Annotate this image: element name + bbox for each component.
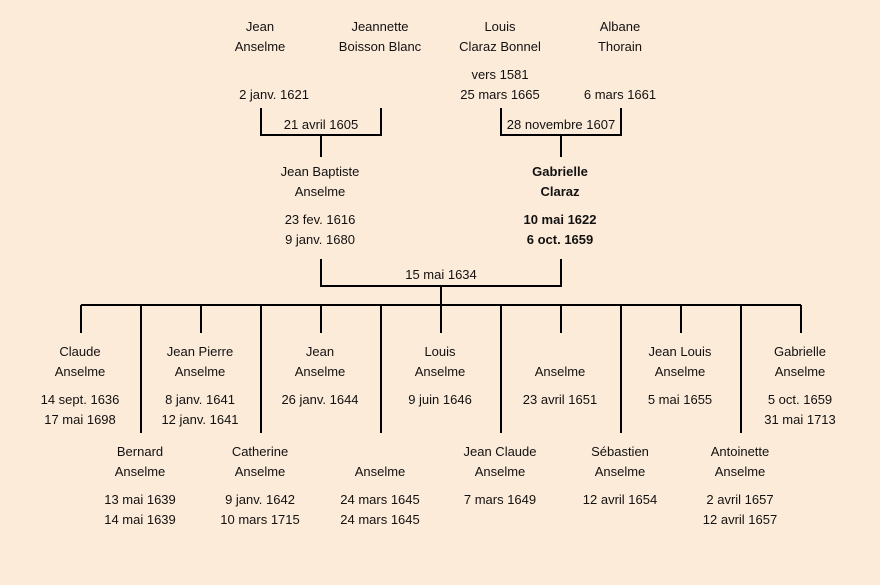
person-birth-date: 2 avril 1657 bbox=[706, 492, 774, 507]
person-first-name: Gabrielle bbox=[773, 344, 827, 359]
grandparent-birth-date: vers 1581 bbox=[471, 67, 529, 82]
grandparent-death-date: 25 mars 1665 bbox=[460, 87, 540, 102]
person-birth-date: 23 fev. 1616 bbox=[284, 212, 356, 227]
person-card[interactable]: Jean Claude Anselme 7 mars 1649 bbox=[435, 442, 565, 530]
person-first-name: Jean Baptiste bbox=[280, 164, 360, 179]
person-first-name: Jean bbox=[305, 344, 335, 359]
grandparent-death-date: 2 janv. 1621 bbox=[239, 87, 309, 102]
person-death-date: 12 avril 1657 bbox=[702, 512, 778, 527]
person-first-name: Jean Louis bbox=[648, 344, 712, 359]
grandparent-first-name: Albane bbox=[599, 19, 641, 34]
grandparent-first-name: Jeannette bbox=[351, 19, 409, 34]
person-birth-date: 8 janv. 1641 bbox=[165, 392, 235, 407]
person-birth-date: 10 mai 1622 bbox=[523, 212, 597, 227]
maternal-couple-bracket bbox=[500, 108, 622, 157]
person-card[interactable]: Louis Anselme 9 juin 1646 bbox=[375, 342, 505, 430]
person-last-name: Anselme bbox=[654, 364, 706, 379]
person-card[interactable]: Jean Anselme 26 janv. 1644 bbox=[255, 342, 385, 430]
person-birth-date: 9 janv. 1642 bbox=[225, 492, 295, 507]
person-first-name: Claude bbox=[59, 344, 101, 359]
person-first-name: Gabrielle bbox=[532, 164, 588, 179]
person-last-name: Anselme bbox=[774, 364, 826, 379]
person-birth-date: 14 sept. 1636 bbox=[40, 392, 120, 407]
person-last-name: Anselme bbox=[414, 364, 466, 379]
grandparent-first-name: Louis bbox=[484, 19, 516, 34]
person-first-name: Jean Pierre bbox=[166, 344, 234, 359]
grandparent-last-name: Boisson Blanc bbox=[338, 39, 422, 54]
person-death-date bbox=[495, 410, 625, 430]
person-first-name bbox=[495, 342, 625, 362]
paternal-couple-bracket bbox=[260, 108, 382, 157]
person-death-date: 31 mai 1713 bbox=[764, 412, 836, 427]
parents-couple-bracket bbox=[320, 259, 562, 305]
marriage-date-paternal: 21 avril 1605 bbox=[283, 117, 359, 132]
person-last-name: Anselme bbox=[594, 464, 646, 479]
person-death-date: 14 mai 1639 bbox=[104, 512, 176, 527]
person-card[interactable]: Antoinette Anselme 2 avril 1657 12 avril 16… bbox=[675, 442, 805, 530]
person-first-name: Catherine bbox=[231, 444, 289, 459]
person-last-name: Anselme bbox=[294, 184, 346, 199]
person-death-date bbox=[255, 410, 385, 430]
person-first-name bbox=[315, 442, 445, 462]
person-card[interactable]: Catherine Anselme 9 janv. 1642 10 mars 1715 bbox=[195, 442, 325, 530]
person-birth-date: 5 oct. 1659 bbox=[767, 392, 833, 407]
person-card[interactable]: Jean Louis Anselme 5 mai 1655 bbox=[615, 342, 745, 430]
person-card[interactable]: Anselme 23 avril 1651 bbox=[495, 342, 625, 430]
person-birth-date: 5 mai 1655 bbox=[647, 392, 713, 407]
person-card[interactable]: Anselme 24 mars 1645 24 mars 1645 bbox=[315, 442, 445, 530]
grandparent-last-name: Claraz Bonnel bbox=[459, 39, 541, 54]
person-last-name: Anselme bbox=[354, 464, 406, 479]
person-death-date: 24 mars 1645 bbox=[340, 512, 420, 527]
person-death-date bbox=[555, 510, 685, 530]
person-birth-date: 13 mai 1639 bbox=[104, 492, 176, 507]
person-death-date: 10 mars 1715 bbox=[220, 512, 300, 527]
person-birth-date: 7 mars 1649 bbox=[463, 492, 537, 507]
person-last-name: Anselme bbox=[534, 364, 586, 379]
person-birth-date: 26 janv. 1644 bbox=[281, 392, 359, 407]
person-last-name: Anselme bbox=[294, 364, 346, 379]
person-death-date: 6 oct. 1659 bbox=[526, 232, 594, 247]
person-last-name: Anselme bbox=[234, 464, 286, 479]
person-birth-date: 23 avril 1651 bbox=[522, 392, 598, 407]
person-death-date: 9 janv. 1680 bbox=[285, 232, 355, 247]
person-first-name: Bernard bbox=[116, 444, 164, 459]
person-last-name: Anselme bbox=[54, 364, 106, 379]
person-last-name: Anselme bbox=[114, 464, 166, 479]
person-card[interactable]: Sébastien Anselme 12 avril 1654 bbox=[555, 442, 685, 530]
person-card[interactable]: Bernard Anselme 13 mai 1639 14 mai 1639 bbox=[75, 442, 205, 530]
grandparent-death-date: 6 mars 1661 bbox=[583, 87, 657, 102]
person-last-name: Anselme bbox=[474, 464, 526, 479]
person-death-date bbox=[375, 410, 505, 430]
person-last-name: Anselme bbox=[174, 364, 226, 379]
person-card[interactable]: Gabrielle Claraz 10 mai 1622 6 oct. 1659 bbox=[495, 162, 625, 250]
person-card[interactable]: Jean Baptiste Anselme 23 fev. 1616 9 janv. … bbox=[255, 162, 385, 250]
grandparent-last-name: Thorain bbox=[597, 39, 643, 54]
grandparent-first-name: Jean bbox=[245, 19, 275, 34]
person-card[interactable]: Jean Pierre Anselme 8 janv. 1641 12 janv. 1… bbox=[135, 342, 265, 430]
grandparent-last-name: Anselme bbox=[234, 39, 286, 54]
person-card[interactable]: Claude Anselme 14 sept. 1636 17 mai 1698 bbox=[15, 342, 145, 430]
person-last-name: Anselme bbox=[714, 464, 766, 479]
person-death-date: 12 janv. 1641 bbox=[161, 412, 239, 427]
person-birth-date: 24 mars 1645 bbox=[340, 492, 420, 507]
person-card[interactable]: Gabrielle Anselme 5 oct. 1659 31 mai 1713 bbox=[735, 342, 865, 430]
person-first-name: Louis bbox=[424, 344, 456, 359]
person-first-name: Antoinette bbox=[710, 444, 770, 459]
person-last-name: Claraz bbox=[540, 184, 580, 199]
person-death-date: 17 mai 1698 bbox=[44, 412, 116, 427]
person-first-name: Jean Claude bbox=[463, 444, 537, 459]
person-death-date bbox=[615, 410, 745, 430]
marriage-date-maternal: 28 novembre 1607 bbox=[506, 117, 616, 132]
person-birth-date: 9 juin 1646 bbox=[408, 392, 472, 407]
marriage-date-parents: 15 mai 1634 bbox=[405, 267, 477, 282]
person-birth-date: 12 avril 1654 bbox=[582, 492, 658, 507]
person-first-name: Sébastien bbox=[591, 444, 649, 459]
person-death-date bbox=[435, 510, 565, 530]
